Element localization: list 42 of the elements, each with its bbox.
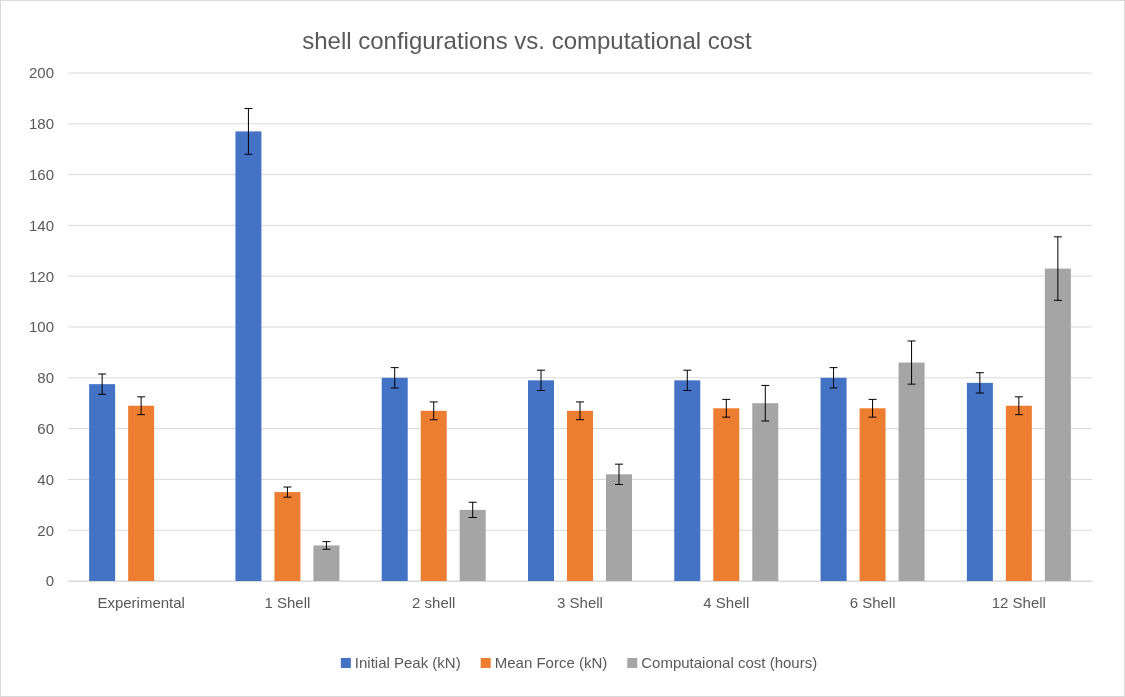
y-tick-label: 200 [28, 64, 54, 82]
x-tick-label: 3 Shell [557, 593, 603, 611]
y-tick-label: 100 [28, 318, 54, 336]
bar [859, 408, 886, 581]
x-tick-label: 4 Shell [703, 593, 750, 611]
bar [128, 405, 155, 581]
bar [313, 545, 340, 581]
bar [966, 382, 993, 581]
bar [606, 474, 632, 581]
bar [381, 377, 408, 581]
x-tick-label: 12 Shell [991, 593, 1046, 611]
chart-title: shell configurations vs. computational cost [302, 27, 753, 54]
bar [674, 380, 701, 581]
y-tick-label: 180 [28, 115, 54, 133]
bar [898, 362, 925, 581]
bar [752, 403, 779, 581]
bar [713, 408, 740, 581]
bar [528, 380, 554, 581]
x-tick-label: Experimental [97, 593, 185, 611]
y-tick-label: 80 [37, 369, 54, 387]
bar [820, 377, 847, 581]
legend-label: Computaional cost (hours) [641, 654, 818, 671]
bar [89, 384, 116, 581]
y-tick-label: 0 [45, 572, 54, 590]
legend-label: Initial Peak (kN) [354, 654, 461, 671]
y-tick-label: 40 [37, 470, 54, 488]
x-tick-label: 2 shell [412, 593, 456, 611]
bar [1005, 405, 1032, 581]
y-tick-label: 140 [28, 216, 54, 234]
y-tick-label: 160 [28, 165, 54, 183]
bar [567, 410, 593, 581]
bar [459, 509, 486, 581]
y-tick-label: 120 [28, 267, 54, 285]
bar [1044, 268, 1071, 581]
y-tick-label: 20 [37, 521, 54, 539]
y-tick-label: 60 [37, 419, 54, 437]
bar [420, 410, 447, 581]
legend-label: Mean Force (kN) [494, 654, 608, 671]
x-tick-label: 1 Shell [264, 593, 311, 611]
bar [235, 131, 262, 581]
x-tick-label: 6 Shell [849, 593, 896, 611]
bar [274, 492, 301, 581]
